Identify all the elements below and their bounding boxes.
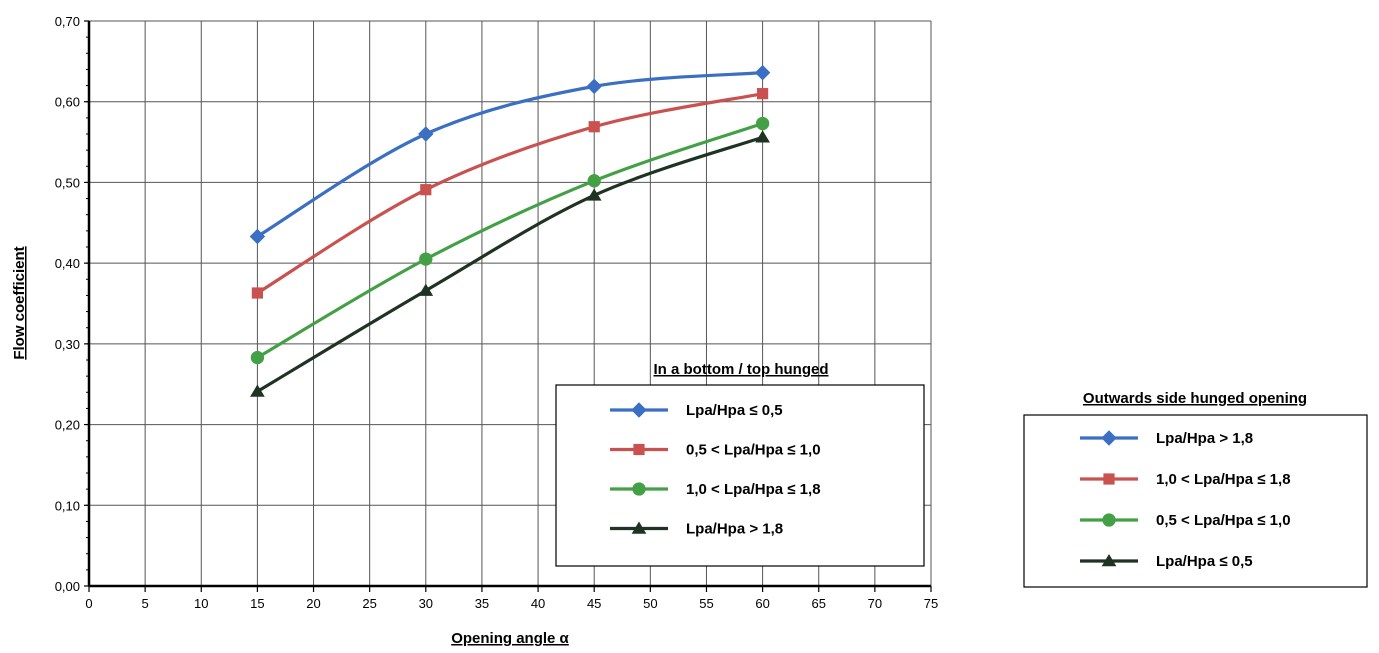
y-tick-label: 0,10 [55,498,80,513]
x-tick-label: 60 [755,596,769,611]
legend-2-title: Outwards side hunged opening [1083,390,1307,407]
x-tick-label: 35 [475,596,489,611]
legend-label: 1,0 < Lpa/Hpa ≤ 1,8 [1156,471,1291,488]
x-tick-label: 0 [85,596,92,611]
legend-entry: 1,0 < Lpa/Hpa ≤ 1,8 [1080,471,1291,488]
data-point-triangle [250,384,265,397]
y-tick-label: 0,00 [55,579,80,594]
data-point-triangle [586,188,602,201]
x-tick-label: 30 [419,596,433,611]
x-tick-label: 55 [699,596,713,611]
data-point-square [588,121,600,133]
series-line [256,92,763,295]
x-tick-label: 5 [142,596,149,611]
series-4 [250,130,770,397]
data-point-triangle [631,521,647,534]
data-point-square [251,287,263,299]
x-tick-label: 25 [362,596,376,611]
data-point-circle [632,482,646,496]
legend-label: 0,5 < Lpa/Hpa ≤ 1,0 [686,442,821,459]
y-tick-label: 0,20 [55,418,80,433]
data-point-triangle [755,130,770,143]
legend-entry: Lpa/Hpa > 1,8 [1080,430,1253,447]
tick-labels: 0 5 10 15 20 25 30 35 40 45 50 55 60 65 70 75 0,00 0,10 0,… [55,14,939,611]
data-point-diamond [1101,430,1117,446]
legend-label: Lpa/Hpa > 1,8 [686,521,783,538]
legend-entry: Lpa/Hpa ≤ 0,5 [1080,553,1253,570]
legend-label: Lpa/Hpa > 1,8 [1156,430,1253,447]
legend-entry: 0,5 < Lpa/Hpa ≤ 1,0 [1080,512,1291,529]
legend-1-title: In a bottom / top hunged [654,361,829,378]
series-1 [249,64,771,245]
data-point-diamond [249,228,266,245]
legend-bottom-top-hunged: In a bottom / top hunged Lpa/Hpa ≤ 0,5 0,… [555,361,925,567]
series-line [256,135,764,393]
y-tick-label: 0,30 [55,337,80,352]
y-tick-label: 0,60 [55,95,80,110]
data-point-triangle [1101,554,1117,567]
legend-label: 1,0 < Lpa/Hpa ≤ 1,8 [686,481,821,498]
data-point-circle [1102,513,1116,527]
x-axis-title: Opening angle α [451,630,569,647]
x-tick-label: 50 [643,596,657,611]
legend-entry: Lpa/Hpa ≤ 0,5 [610,402,783,419]
y-axis-title: Flow coefficient [11,246,28,359]
data-point-square [757,88,769,100]
legend-entry: 0,5 < Lpa/Hpa ≤ 1,0 [610,442,821,459]
legend-1-entries: Lpa/Hpa ≤ 0,5 0,5 < Lpa/Hpa ≤ 1,0 1,0 < Lp… [610,402,821,538]
legend-entry: 1,0 < Lpa/Hpa ≤ 1,8 [610,481,821,498]
data-point-triangle [418,283,434,296]
data-point-diamond [631,402,647,418]
x-tick-label: 15 [250,596,264,611]
series-line [256,71,763,238]
data-point-circle [587,174,601,188]
x-tick-label: 75 [924,596,938,611]
legend-label: Lpa/Hpa ≤ 0,5 [1156,553,1253,570]
data-point-circle [755,116,770,131]
data-point-square [633,443,645,456]
series-layer [249,64,771,397]
y-tick-label: 0,40 [55,256,80,271]
x-tick-label: 40 [531,596,545,611]
data-point-circle [419,252,433,266]
series-3 [250,116,770,365]
legend-label: 0,5 < Lpa/Hpa ≤ 1,0 [1156,512,1291,529]
series-line [256,121,764,359]
legend-label: Lpa/Hpa ≤ 0,5 [686,402,783,419]
legend-2-box [1023,414,1368,588]
legend-outwards-side-hunged: Outwards side hunged opening Lpa/Hpa > 1… [1023,390,1368,588]
series-2 [251,88,769,299]
legend-2-entries: Lpa/Hpa > 1,8 1,0 < Lpa/Hpa ≤ 1,8 0,5 < Lp… [1080,430,1291,570]
legend-1-box [555,384,925,567]
y-tick-label: 0,70 [55,14,80,29]
x-tick-label: 45 [587,596,601,611]
data-point-square [1103,473,1115,485]
data-point-square [420,184,432,196]
x-tick-label: 10 [194,596,208,611]
legend-entry: Lpa/Hpa > 1,8 [610,521,783,538]
axes [84,20,932,592]
x-tick-label: 20 [306,596,320,611]
data-point-diamond [754,64,771,81]
y-tick-label: 0,50 [55,175,80,190]
x-tick-label: 70 [868,596,882,611]
data-point-diamond [586,78,602,95]
x-tick-label: 65 [811,596,825,611]
data-point-diamond [418,126,434,142]
data-point-circle [250,350,265,365]
